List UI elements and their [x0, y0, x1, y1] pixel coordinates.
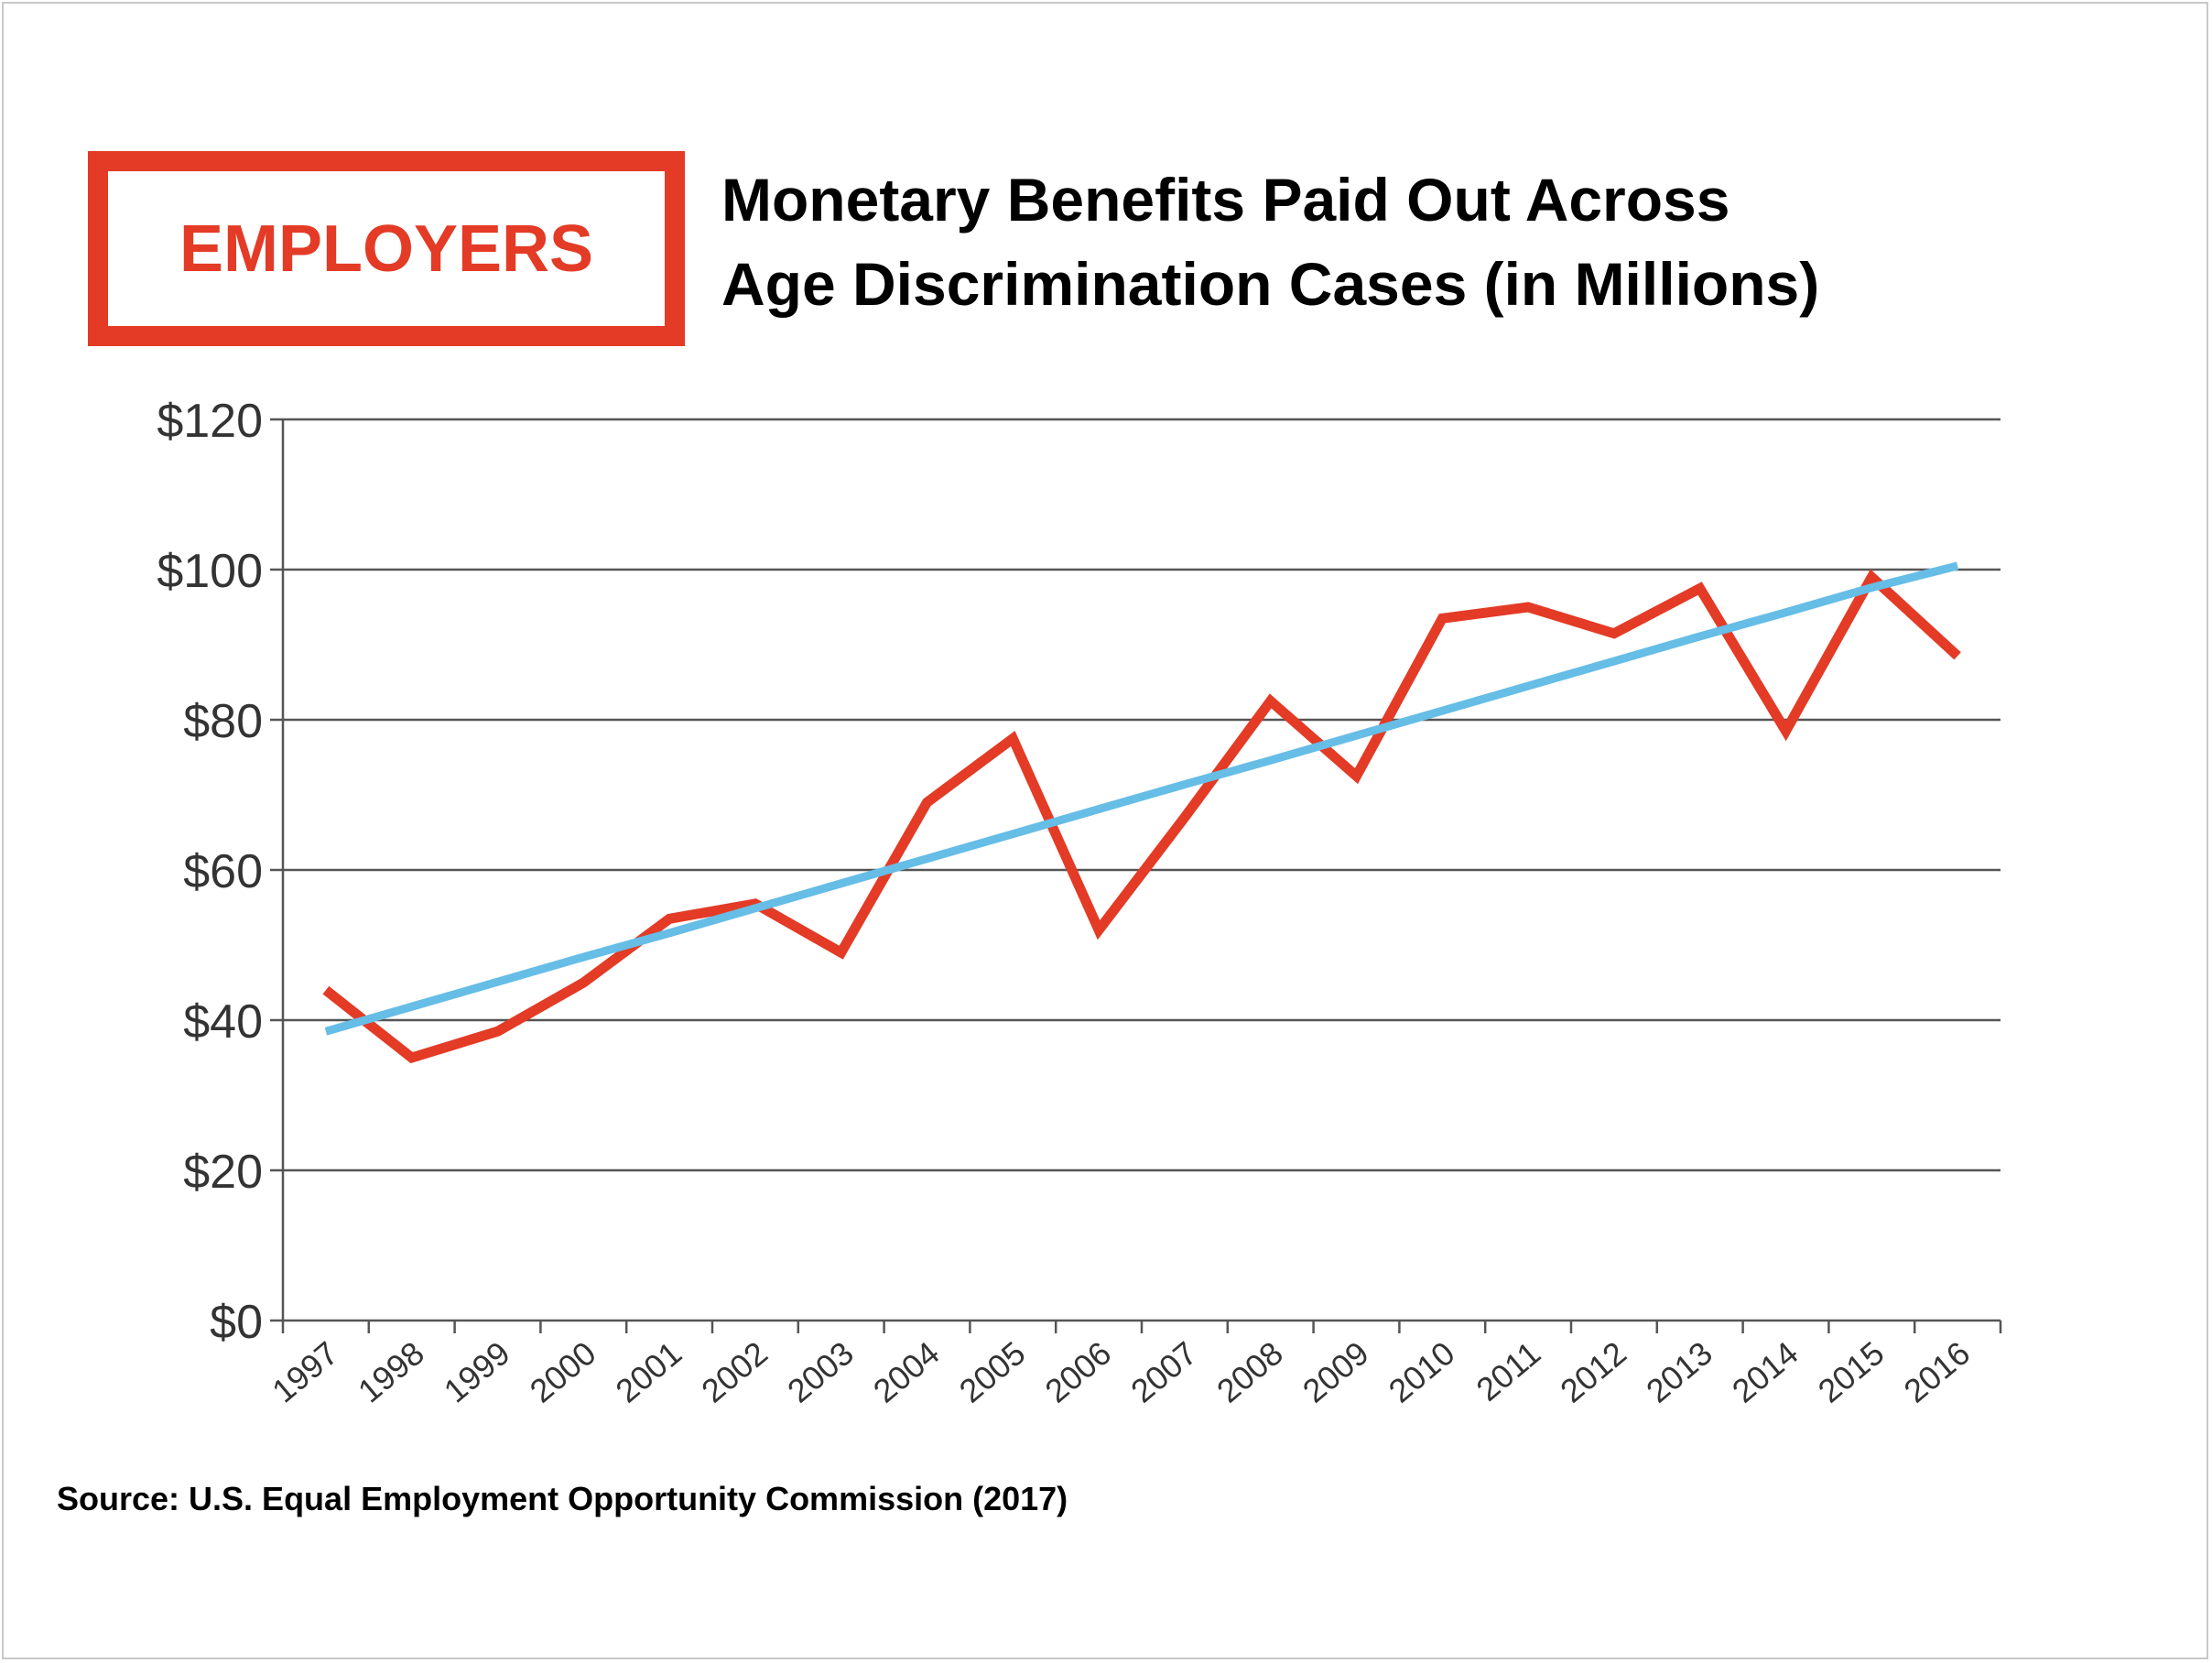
trend-point-2013 — [1697, 634, 1703, 639]
series-line-monetary-benefits — [322, 569, 1961, 1064]
y-tick-label-120: $120 — [157, 395, 263, 448]
trend-point-1998 — [409, 1004, 415, 1009]
x-tick-label-2009: 2009 — [1296, 1334, 1376, 1410]
y-tick-label-80: $80 — [183, 695, 263, 748]
y-tick-label-20: $20 — [183, 1146, 263, 1199]
data-point-2004 — [925, 799, 930, 805]
data-point-2007 — [1182, 815, 1187, 821]
trend-point-2006 — [1096, 807, 1101, 812]
data-point-1998 — [409, 1055, 415, 1060]
y-tick-label-60: $60 — [183, 845, 263, 898]
trend-point-2002 — [753, 906, 758, 911]
trend-point-2014 — [1784, 610, 1789, 615]
trend-point-2001 — [667, 930, 672, 936]
x-tick-label-2002: 2002 — [694, 1334, 775, 1410]
trend-point-2009 — [1354, 733, 1360, 738]
trend-point-2000 — [580, 954, 586, 960]
trend-point-2005 — [1010, 832, 1015, 837]
data-point-2003 — [839, 950, 844, 955]
x-tick-label-2012: 2012 — [1553, 1334, 1633, 1410]
data-point-2006 — [1096, 928, 1101, 933]
data-point-2008 — [1268, 699, 1274, 704]
y-tick-label-40: $40 — [183, 995, 263, 1049]
x-tick-label-1999: 1999 — [437, 1334, 517, 1410]
trend-point-2008 — [1268, 757, 1274, 763]
trend-point-2004 — [925, 856, 930, 862]
data-point-2012 — [1611, 631, 1617, 636]
trend-point-2010 — [1439, 708, 1445, 713]
chart-title-line-1: Monetary Benefits Paid Out Across — [721, 166, 1730, 234]
x-tick-label-2007: 2007 — [1123, 1334, 1204, 1410]
y-tick-label-100: $100 — [157, 545, 263, 598]
x-tick-label-2010: 2010 — [1382, 1334, 1462, 1410]
data-point-1997 — [323, 987, 329, 993]
trend-point-2012 — [1611, 658, 1617, 664]
data-point-2000 — [580, 980, 586, 985]
x-tick-label-2008: 2008 — [1209, 1334, 1290, 1410]
chart-title: Monetary Benefits Paid Out Across Age Di… — [721, 158, 2095, 326]
y-tick-label-0: $0 — [210, 1296, 263, 1349]
employers-badge: EMPLOYERS — [88, 151, 685, 346]
trend-point-2007 — [1182, 782, 1187, 788]
data-point-2009 — [1354, 774, 1360, 779]
x-tick-label-2000: 2000 — [523, 1334, 603, 1410]
data-point-2013 — [1697, 586, 1703, 592]
x-tick-label-1998: 1998 — [351, 1334, 431, 1410]
x-tick-label-2014: 2014 — [1725, 1334, 1805, 1410]
x-tick-label-2011: 2011 — [1469, 1334, 1548, 1408]
data-point-2001 — [667, 916, 672, 921]
trend-point-1997 — [323, 1028, 329, 1034]
trend-point-2003 — [839, 881, 844, 886]
x-tick-label-1997: 1997 — [265, 1334, 345, 1410]
x-tick-label-2004: 2004 — [866, 1334, 947, 1410]
trend-point-1999 — [495, 979, 501, 984]
data-point-2010 — [1439, 615, 1445, 621]
chart-title-line-2: Age Discrimination Cases (in Millions) — [721, 250, 1820, 318]
x-tick-label-2006: 2006 — [1038, 1334, 1119, 1410]
data-point-1999 — [495, 1028, 501, 1034]
source-note: Source: U.S. Equal Employment Opportunit… — [57, 1480, 1068, 1517]
data-point-2011 — [1525, 604, 1531, 610]
data-point-2014 — [1784, 728, 1789, 734]
data-point-2015 — [1869, 574, 1874, 580]
x-tick-label-2003: 2003 — [780, 1334, 861, 1410]
data-point-2005 — [1010, 736, 1015, 742]
trend-point-2015 — [1869, 585, 1874, 591]
x-tick-label-2001: 2001 — [609, 1334, 689, 1410]
trend-point-2011 — [1525, 683, 1531, 689]
employers-badge-label: EMPLOYERS — [179, 212, 594, 286]
data-point-2016 — [1955, 653, 1960, 658]
x-tick-label-2013: 2013 — [1639, 1334, 1719, 1410]
trend-point-2016 — [1955, 563, 1960, 569]
series-line-trend — [324, 561, 1959, 1036]
x-tick-label-2005: 2005 — [952, 1334, 1033, 1410]
x-tick-label-2016: 2016 — [1897, 1334, 1978, 1410]
x-tick-label-2015: 2015 — [1811, 1334, 1892, 1410]
